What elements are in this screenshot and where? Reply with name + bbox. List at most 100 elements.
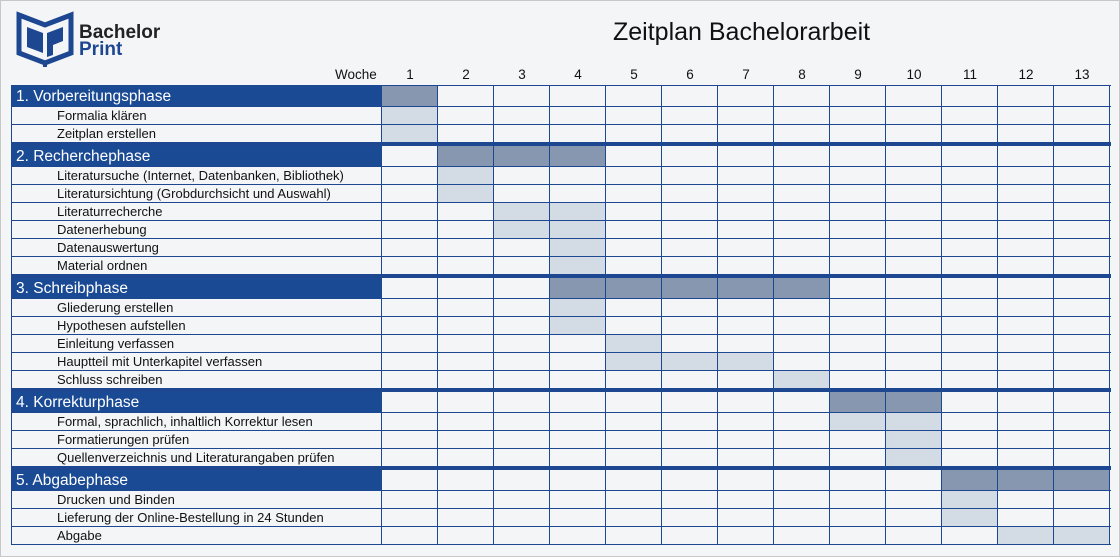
scheduled-cell: [550, 203, 606, 220]
week-cell: [550, 449, 606, 466]
week-cell: [550, 470, 606, 490]
week-cell: [998, 203, 1054, 220]
week-cell: [1054, 299, 1110, 316]
week-cell: [998, 317, 1054, 334]
week-cell: [438, 203, 494, 220]
week-cell: [830, 353, 886, 370]
week-cell: [886, 239, 942, 256]
week-cell: [998, 257, 1054, 274]
week-cell: [718, 317, 774, 334]
week-cell: [438, 299, 494, 316]
week-header: 8: [798, 67, 806, 82]
week-cell: [774, 527, 830, 544]
week-cell: [1054, 185, 1110, 202]
week-cell: [662, 221, 718, 238]
week-cell: [606, 125, 662, 142]
task-label: Lieferung der Online-Bestellung in 24 St…: [11, 509, 382, 526]
week-cell: [606, 527, 662, 544]
week-header: 11: [962, 67, 977, 82]
week-cell: [662, 335, 718, 352]
scheduled-cell: [494, 146, 550, 166]
week-cell: [662, 392, 718, 412]
phase-row: 3. Schreibphase: [11, 275, 1111, 299]
phase-row: 5. Abgabephase: [11, 467, 1111, 491]
scheduled-cell: [550, 317, 606, 334]
week-cell: [886, 335, 942, 352]
week-cell: [998, 278, 1054, 298]
week-header: 5: [630, 67, 638, 82]
week-cell: [606, 371, 662, 388]
week-cell: [998, 221, 1054, 238]
task-row: Lieferung der Online-Bestellung in 24 St…: [11, 509, 1111, 527]
week-cell: [942, 239, 998, 256]
brand-line2: Print: [79, 39, 123, 60]
week-cell: [942, 278, 998, 298]
task-row: Hypothesen aufstellen: [11, 317, 1111, 335]
week-cell: [438, 413, 494, 430]
phase-row: 4. Korrekturphase: [11, 389, 1111, 413]
week-cell: [1054, 203, 1110, 220]
task-row: Formalia klären: [11, 107, 1111, 125]
week-cell: [942, 257, 998, 274]
week-cell: [830, 371, 886, 388]
task-label: Literatursuche (Internet, Datenbanken, B…: [11, 167, 382, 184]
week-cell: [662, 527, 718, 544]
week-cell: [718, 371, 774, 388]
week-cell: [606, 413, 662, 430]
week-cell: [998, 125, 1054, 142]
week-cell: [830, 470, 886, 490]
week-cell: [382, 527, 438, 544]
week-cell: [494, 86, 550, 106]
week-cell: [382, 221, 438, 238]
task-row: Schluss schreiben: [11, 371, 1111, 389]
task-label: Formal, sprachlich, inhaltlich Korrektur…: [11, 413, 382, 430]
week-cell: [494, 392, 550, 412]
week-cell: [550, 86, 606, 106]
week-cell: [382, 299, 438, 316]
week-cell: [774, 257, 830, 274]
task-row: Literatursuche (Internet, Datenbanken, B…: [11, 167, 1111, 185]
week-cell: [718, 125, 774, 142]
week-cell: [774, 299, 830, 316]
week-cell: [494, 335, 550, 352]
task-row: Einleitung verfassen: [11, 335, 1111, 353]
scheduled-cell: [550, 239, 606, 256]
scheduled-cell: [382, 107, 438, 124]
week-cell: [718, 146, 774, 166]
week-cell: [774, 221, 830, 238]
week-cell: [718, 299, 774, 316]
task-label: Abgabe: [11, 527, 382, 544]
week-cell: [830, 125, 886, 142]
week-cell: [830, 86, 886, 106]
week-cell: [942, 527, 998, 544]
week-cell: [550, 431, 606, 448]
week-cell: [830, 491, 886, 508]
week-cell: [1054, 257, 1110, 274]
week-cell: [830, 509, 886, 526]
week-cell: [1054, 392, 1110, 412]
week-cell: [886, 107, 942, 124]
week-cell: [662, 317, 718, 334]
week-cell: [774, 146, 830, 166]
week-cell: [886, 371, 942, 388]
week-cell: [830, 299, 886, 316]
week-cell: [718, 86, 774, 106]
week-cell: [774, 185, 830, 202]
week-cell: [998, 431, 1054, 448]
week-cell: [438, 125, 494, 142]
week-cell: [382, 470, 438, 490]
week-cell: [382, 257, 438, 274]
week-cell: [438, 449, 494, 466]
week-cell: [998, 86, 1054, 106]
week-cell: [998, 392, 1054, 412]
scheduled-cell: [774, 278, 830, 298]
week-cell: [886, 203, 942, 220]
scheduled-cell: [886, 392, 942, 412]
bachelorprint-logo-icon: [16, 11, 74, 67]
week-cell: [830, 257, 886, 274]
week-cell: [886, 527, 942, 544]
week-cell: [1054, 491, 1110, 508]
week-cell: [774, 86, 830, 106]
week-cell: [718, 335, 774, 352]
week-cell: [494, 167, 550, 184]
